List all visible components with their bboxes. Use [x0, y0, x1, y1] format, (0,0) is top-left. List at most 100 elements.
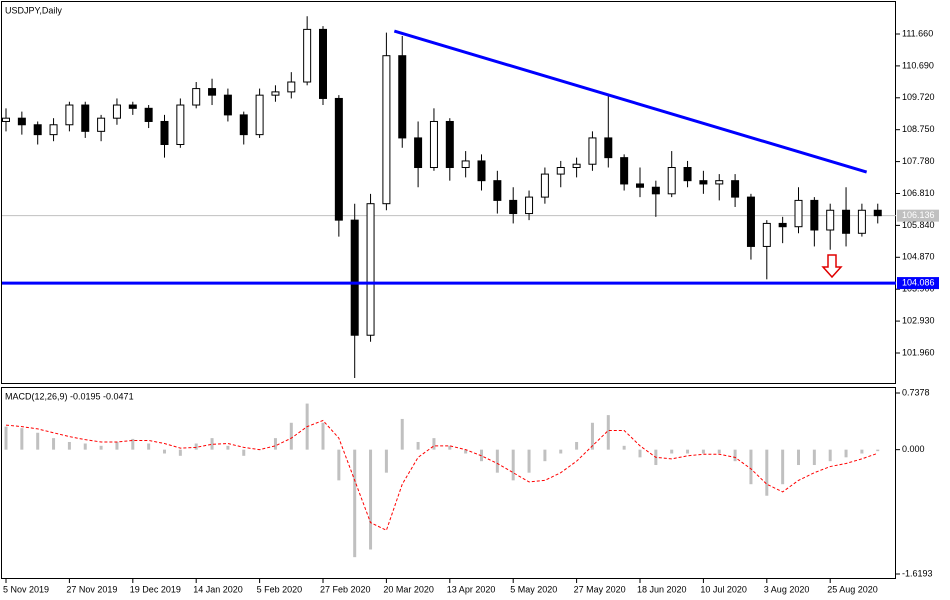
- macd-bar: [606, 415, 610, 450]
- macd-bar: [178, 449, 182, 456]
- macd-bar: [321, 422, 325, 450]
- x-tick-label: 3 Aug 2020: [764, 584, 810, 594]
- candle-body: [540, 173, 549, 198]
- candle-body: [192, 88, 201, 106]
- candle-body: [382, 55, 391, 205]
- candle-body: [651, 186, 660, 195]
- candle-body: [445, 120, 454, 169]
- candle-body: [842, 209, 851, 234]
- candle-body: [398, 55, 407, 139]
- macd-bar: [749, 449, 753, 485]
- candle-body: [556, 167, 565, 175]
- candle-body: [287, 81, 296, 93]
- candle-body: [160, 120, 169, 145]
- macd-bar: [638, 449, 642, 458]
- candle-body: [319, 28, 327, 99]
- x-tick-label: 19 Dec 2019: [130, 584, 181, 594]
- y-tick-label: 105.840: [902, 220, 935, 230]
- macd-bar: [131, 438, 135, 450]
- macd-bar: [733, 449, 737, 462]
- y-tick-label: 107.780: [902, 156, 935, 166]
- candle-body: [271, 91, 280, 96]
- current-price-label: 106.136: [902, 210, 935, 220]
- support-box: [897, 277, 939, 290]
- candle-body: [303, 28, 312, 83]
- candle-body: [810, 199, 819, 231]
- x-tick-label: 20 Mar 2020: [383, 584, 434, 594]
- candle-body: [2, 117, 10, 122]
- candle-body: [683, 167, 692, 182]
- x-tick-label: 10 Jul 2020: [700, 584, 747, 594]
- macd-bar: [781, 449, 785, 485]
- candle-body: [477, 160, 486, 182]
- macd-bar: [812, 449, 816, 466]
- macd-bar: [590, 422, 594, 450]
- macd-bar: [289, 422, 293, 450]
- macd-bar: [876, 449, 880, 452]
- candle-body: [588, 137, 597, 165]
- macd-bar: [242, 449, 246, 456]
- candle-body: [223, 94, 232, 116]
- y-tick-label: 108.750: [902, 124, 935, 134]
- candle-body: [239, 114, 248, 136]
- macd-bar: [797, 449, 800, 466]
- candle-body: [762, 222, 771, 247]
- x-tick-label: 27 Feb 2020: [320, 584, 371, 594]
- candle-body: [620, 157, 629, 185]
- candle-body: [81, 104, 90, 132]
- macd-bar: [543, 449, 547, 462]
- x-tick-label: 5 May 2020: [510, 584, 557, 594]
- y-tick-label: 110.690: [902, 60, 934, 70]
- candle-body: [636, 183, 644, 188]
- macd-bar: [384, 449, 388, 473]
- macd-bar: [828, 449, 832, 462]
- down-arrow: [821, 254, 843, 279]
- macd-bar: [686, 449, 690, 454]
- macd-bar: [701, 449, 705, 454]
- macd-bar: [622, 445, 626, 450]
- candle-body: [826, 209, 835, 231]
- candle-body: [746, 196, 755, 247]
- y-tick-label: 106.810: [902, 188, 935, 198]
- candle-body: [414, 137, 423, 169]
- candle-body: [350, 219, 359, 336]
- chart-title: USDJPY,Daily: [5, 5, 62, 15]
- candle-body: [794, 199, 803, 228]
- x-tick-label: 14 Jan 2020: [193, 584, 243, 594]
- macd-bar: [353, 449, 357, 558]
- macd-bar: [765, 449, 769, 496]
- candle-body: [366, 203, 375, 336]
- candle-body: [144, 107, 153, 122]
- macd-bar: [464, 449, 468, 454]
- macd-bar: [226, 445, 230, 450]
- y-tick-label: 111.660: [902, 28, 933, 38]
- candle-body: [509, 199, 518, 215]
- candle-body: [65, 104, 74, 126]
- macd-bar: [416, 441, 420, 450]
- macd-title: MACD(12,26,9) -0.0195 -0.0471: [5, 391, 134, 401]
- x-tick-label: 13 Apr 2020: [447, 584, 496, 594]
- macd-bar: [432, 438, 436, 450]
- macd-panel: [1, 387, 896, 579]
- macd-bar: [448, 445, 452, 450]
- macd-bar: [210, 438, 214, 450]
- candle-body: [17, 117, 26, 126]
- candle-body: [731, 180, 740, 198]
- macd-bar: [844, 449, 848, 458]
- macd-bar: [337, 449, 341, 481]
- candle-body: [667, 167, 676, 195]
- y-tick-label: 0.000: [902, 444, 925, 454]
- candle-body: [857, 209, 866, 234]
- macd-bar: [860, 449, 864, 454]
- candle-body: [873, 209, 882, 217]
- macd-bar: [67, 441, 71, 450]
- x-tick-label: 25 Aug 2020: [827, 584, 878, 594]
- candle-body: [715, 180, 724, 185]
- signal-line: [5, 419, 878, 531]
- macd-bar: [99, 445, 103, 450]
- macd-bar: [4, 426, 8, 450]
- macd-bar: [52, 438, 56, 450]
